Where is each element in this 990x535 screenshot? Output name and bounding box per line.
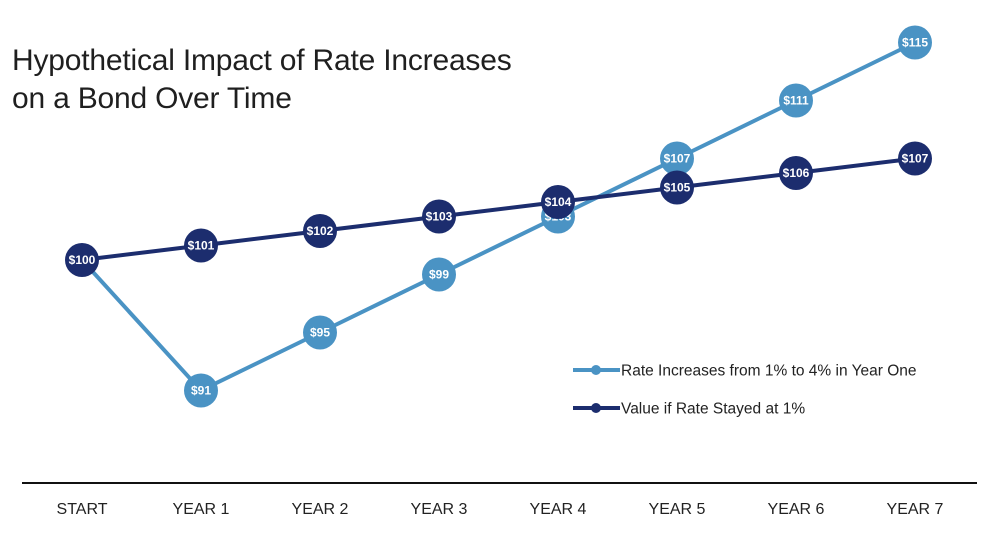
series-1-point-1: $91 <box>184 373 218 408</box>
series-1-point-marker <box>422 257 456 292</box>
legend-item-1: Rate Increases from 1% to 4% in Year One <box>573 363 917 380</box>
series-1-data-label: $107 <box>664 152 691 166</box>
series-1-line <box>80 40 917 393</box>
series-1-point-2: $95 <box>303 315 337 350</box>
x-tick-label: YEAR 4 <box>530 501 587 518</box>
series-2-point-marker <box>779 156 813 190</box>
x-tick-label: YEAR 7 <box>887 501 944 518</box>
chart-title-line-1: Hypothetical Impact of Rate Increases <box>12 44 512 77</box>
series-2-point-marker <box>303 214 337 248</box>
series-2-data-label: $107 <box>902 152 929 166</box>
series-1-point-marker <box>898 25 932 60</box>
series-2-point-4: $104 <box>541 185 575 219</box>
series-1-point-6: $111 <box>779 83 813 118</box>
legend: Rate Increases from 1% to 4% in Year One… <box>573 363 917 418</box>
series-2-point-marker <box>422 199 456 234</box>
series-2-data-label: $102 <box>307 224 334 238</box>
series-1-point-marker <box>779 83 813 118</box>
series-1-data-label: $95 <box>310 326 330 340</box>
series-1-point-5: $107 <box>660 141 694 176</box>
series-2-data-label: $103 <box>426 210 453 224</box>
chart-title: Hypothetical Impact of Rate Increases on… <box>12 42 512 118</box>
series-1-point-marker <box>303 315 337 350</box>
series-1-data-label: $111 <box>783 94 809 108</box>
legend-label: Rate Increases from 1% to 4% in Year One <box>621 363 917 380</box>
chart-title-line-2: on a Bond Over Time <box>12 82 292 115</box>
series-2-data-label: $105 <box>664 181 691 195</box>
series-1-point-7: $115 <box>898 25 932 60</box>
series-2-point-6: $106 <box>779 156 813 190</box>
series-1-point-3: $99 <box>422 257 456 292</box>
series-1-point-marker <box>660 141 694 176</box>
x-tick-label: YEAR 3 <box>411 501 468 518</box>
series-2-point-2: $102 <box>303 214 337 248</box>
series-2-point-marker <box>660 170 694 205</box>
series-2-point-marker <box>898 141 932 176</box>
x-tick-label: YEAR 2 <box>292 501 349 518</box>
series-1-point-marker <box>184 373 218 408</box>
series-2-point-1: $101 <box>184 228 218 263</box>
series-points: $91 $95 $99 $103 $107 $111 $115 $100 $101 $102 $10… <box>65 25 932 408</box>
series-1-data-label: $115 <box>902 36 928 50</box>
x-tick-label: YEAR 5 <box>649 501 706 518</box>
series-2-point-0: $100 <box>65 243 99 277</box>
legend-label: Value if Rate Stayed at 1% <box>621 401 805 418</box>
legend-item-2: Value if Rate Stayed at 1% <box>573 401 805 418</box>
series-2-point-7: $107 <box>898 141 932 176</box>
series-1-data-label: $91 <box>191 384 211 398</box>
series-2-data-label: $104 <box>545 195 572 209</box>
series-2-data-label: $101 <box>188 239 215 253</box>
series-2-point-marker <box>184 228 218 263</box>
legend-marker-swatch <box>591 365 601 375</box>
x-tick-label: YEAR 1 <box>173 501 230 518</box>
series-2-point-marker <box>65 243 99 277</box>
x-axis-tick-labels: START YEAR 1 YEAR 2 YEAR 3 YEAR 4 YEAR 5 YEAR … <box>57 501 944 518</box>
x-tick-label: YEAR 6 <box>768 501 825 518</box>
series-2-data-label: $100 <box>69 253 96 267</box>
series-lines <box>80 40 917 393</box>
series-2-line <box>80 156 917 262</box>
legend-marker-swatch <box>591 403 601 413</box>
x-tick-label: START <box>57 501 108 518</box>
series-1-data-label: $99 <box>429 268 449 282</box>
series-2-point-3: $103 <box>422 199 456 234</box>
series-2-data-label: $106 <box>783 166 810 180</box>
series-2-point-marker <box>541 185 575 219</box>
series-2-point-5: $105 <box>660 170 694 205</box>
